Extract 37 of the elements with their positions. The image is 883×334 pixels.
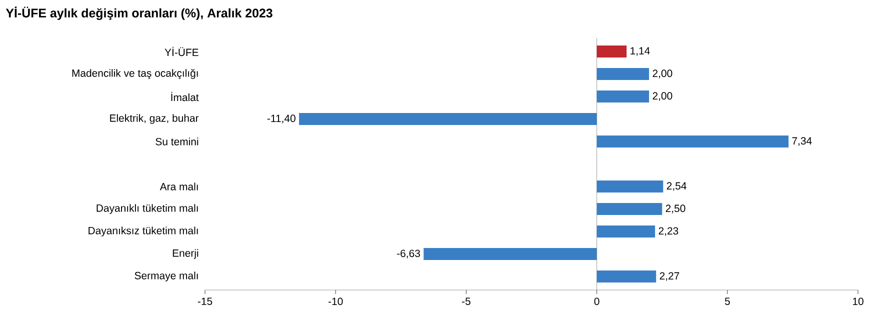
bar <box>596 46 627 58</box>
y-tick-label: Yİ-ÜFE <box>164 46 198 56</box>
data-label: 2,23 <box>658 227 678 236</box>
bar <box>596 270 656 283</box>
y-tick-label: Su temini <box>156 138 198 146</box>
bar <box>596 136 789 148</box>
y-tick-label: Sermaye malı <box>134 272 198 282</box>
y-tick-label: Madencilik ve taş ocakçılığı <box>72 69 198 79</box>
chart-title: Yİ-ÜFE aylık değişim oranları (%), Aralık 2023 <box>6 6 272 20</box>
bar <box>596 226 656 238</box>
data-label: -11,40 <box>267 114 296 124</box>
data-label: 2,54 <box>666 182 686 191</box>
y-tick-label: Dayanıksız tüketim malı <box>88 226 198 236</box>
bar <box>596 180 664 192</box>
x-tick-label: 5 <box>724 298 730 305</box>
bar <box>596 203 662 215</box>
y-tick-label: Enerji <box>172 249 198 259</box>
x-tick-label: 0 <box>594 298 600 306</box>
bar <box>299 113 597 125</box>
x-tick-label: -10 <box>328 298 343 306</box>
y-tick-label: Elektrik, gaz, buhar <box>110 114 199 124</box>
x-tick-label: -5 <box>462 298 470 305</box>
bar <box>424 248 597 260</box>
data-label: 2,00 <box>652 92 672 101</box>
x-tick-label: -15 <box>198 298 212 305</box>
bar <box>596 90 650 102</box>
data-label: 2,50 <box>666 204 686 214</box>
bar <box>596 68 650 80</box>
data-label: 1,14 <box>630 47 650 56</box>
data-label: -6,63 <box>397 250 420 258</box>
data-label: 2,00 <box>652 70 672 78</box>
y-tick-label: Ara malı <box>160 182 198 190</box>
x-tick-label: 10 <box>852 298 864 306</box>
y-tick-label: İmalat <box>171 92 199 102</box>
data-label: 7,34 <box>792 137 812 146</box>
y-tick-label: Dayanıklı tüketim malı <box>96 204 198 214</box>
data-label: 2,27 <box>660 272 680 281</box>
